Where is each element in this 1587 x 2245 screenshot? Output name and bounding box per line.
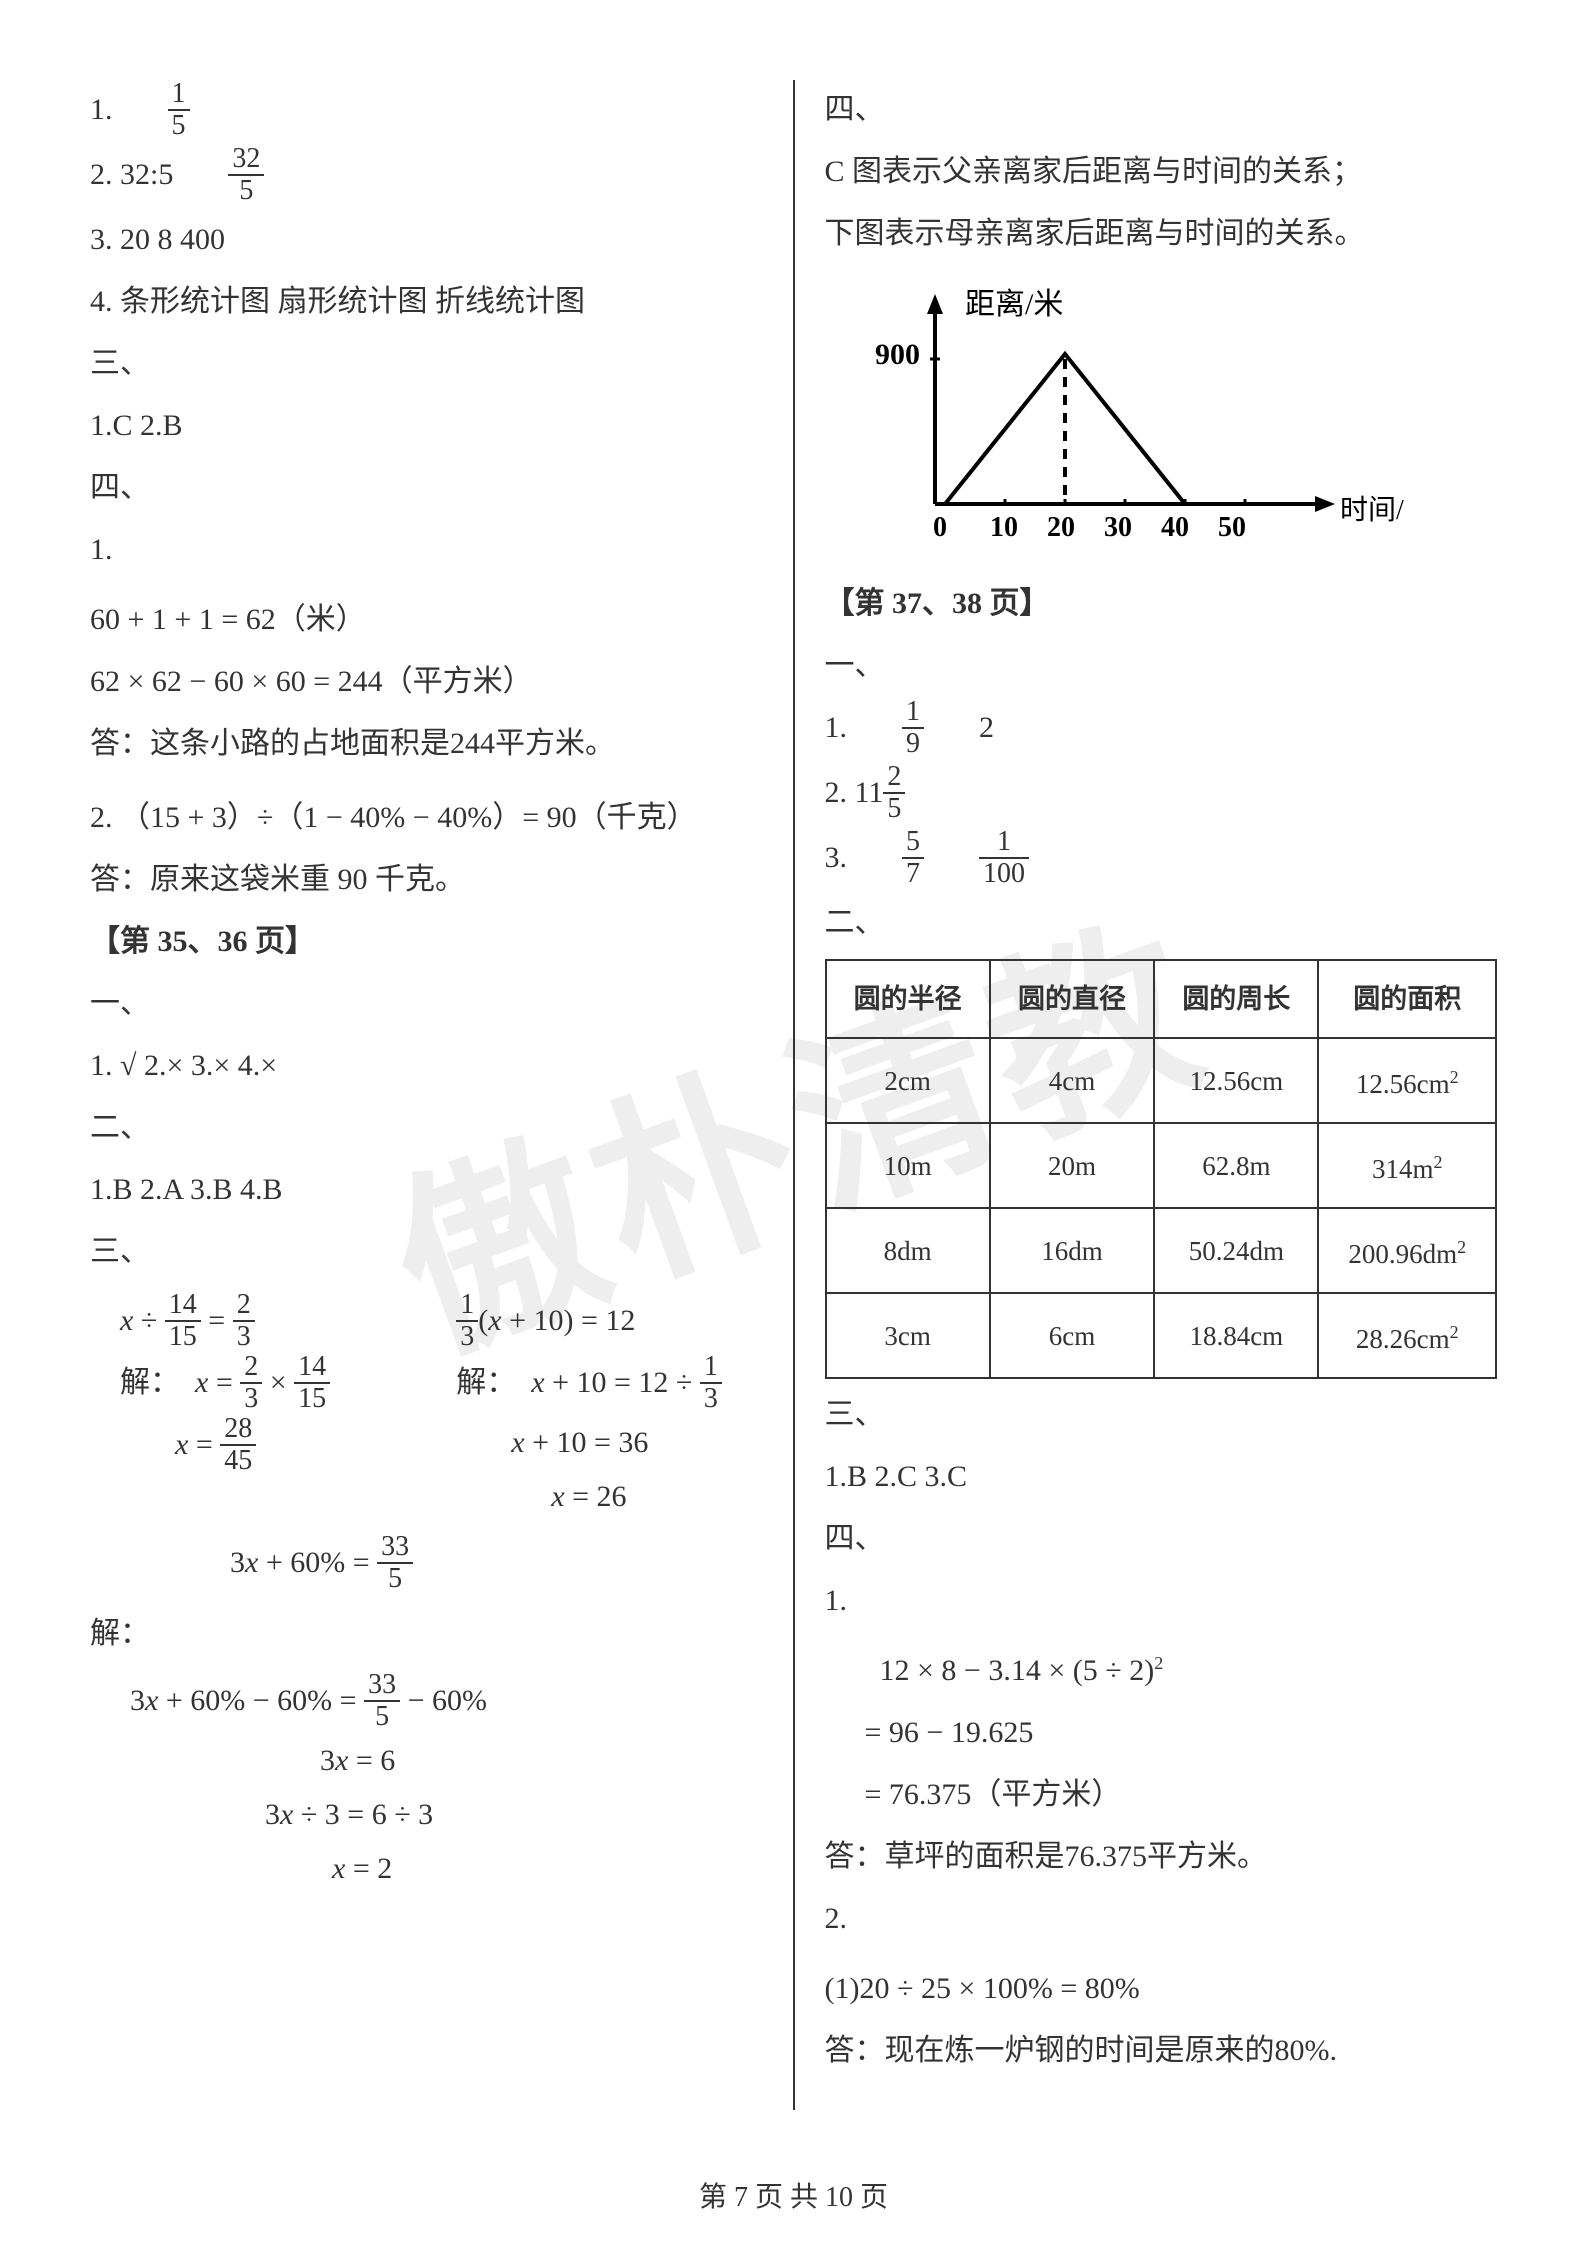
q2-answer: 答：原来这袋米重 90 千克。 bbox=[90, 850, 763, 910]
table-row: 3cm6cm18.84cm28.26cm2 bbox=[826, 1293, 1497, 1378]
p37-3-prefix: 3. bbox=[825, 841, 848, 874]
table-cell: 8dm bbox=[826, 1208, 990, 1293]
r-q1-answer: 答：草坪的面积是76.375平方米。 bbox=[825, 1827, 1498, 1887]
p35-section-2: 二、 bbox=[90, 1098, 763, 1158]
p37-2-text: 2. 11 bbox=[825, 776, 884, 809]
svg-text:距离/米: 距离/米 bbox=[965, 288, 1063, 321]
p35-section-3: 三、 bbox=[90, 1222, 763, 1282]
p37-s3-answers: 1.B 2.C 3.C bbox=[825, 1447, 1498, 1507]
item-2-text: 2. 32:5 bbox=[90, 158, 173, 191]
svg-text:30: 30 bbox=[1104, 512, 1132, 543]
q1-answer: 答：这条小路的占地面积是244平方米。 bbox=[90, 714, 763, 774]
table-cell: 2cm bbox=[826, 1038, 990, 1123]
r-q1-line1: 12 × 8 − 3.14 × (5 ÷ 2)2 bbox=[825, 1633, 1498, 1701]
section-3-answers: 1.C 2.B bbox=[90, 396, 763, 456]
r-q2-line1: (1)20 ÷ 25 × 100% = 80% bbox=[825, 1959, 1498, 2019]
c-graph-desc-1: C 图表示父亲离家后距离与时间的关系； bbox=[825, 142, 1498, 202]
r-q2-answer: 答：现在炼一炉钢的时间是原来的80%. bbox=[825, 2021, 1498, 2081]
p37-section-1: 一、 bbox=[825, 636, 1498, 696]
col-area: 圆的面积 bbox=[1318, 960, 1496, 1038]
item-1-prefix: 1. bbox=[90, 93, 113, 126]
fraction-2-5: 25 bbox=[883, 762, 905, 824]
page-35-36-header: 【第 35、36 页】 bbox=[90, 912, 763, 972]
fraction-5-7: 57 bbox=[902, 827, 924, 889]
distance-time-chart: 距离/米 时间/分 900 0 10 20 30 40 50 bbox=[845, 274, 1405, 554]
table-cell: 4cm bbox=[990, 1038, 1154, 1123]
item-4: 4. 条形统计图 扇形统计图 折线统计图 bbox=[90, 272, 763, 332]
svg-text:0: 0 bbox=[933, 512, 947, 543]
fraction-1-100: 1100 bbox=[979, 827, 1029, 889]
table-cell: 10m bbox=[826, 1123, 990, 1208]
r-q1-line3: = 76.375（平方米） bbox=[825, 1765, 1498, 1825]
svg-text:时间/分: 时间/分 bbox=[1340, 494, 1405, 526]
equation-left: x ÷ 1415 = 23 解： x = 23 × 1415 x = 2845 bbox=[90, 1292, 426, 1524]
table-row: 10m20m62.8m314m2 bbox=[826, 1123, 1497, 1208]
item-1: 1. 15 bbox=[90, 80, 763, 143]
q1-eq1: 60 + 1 + 1 = 62（米） bbox=[90, 590, 763, 650]
table-header-row: 圆的半径 圆的直径 圆的周长 圆的面积 bbox=[826, 960, 1497, 1038]
page-37-38-header: 【第 37、38 页】 bbox=[825, 574, 1498, 634]
equation-3-steps: 3x + 60% − 60% = 335 − 60% 3x = 6 3x ÷ 3… bbox=[130, 1672, 763, 1896]
left-column: 1. 15 2. 32:5 325 3. 20 8 400 4. 条形统计图 扇… bbox=[90, 80, 793, 2110]
table-cell: 62.8m bbox=[1154, 1123, 1318, 1208]
solution-label: 解： bbox=[90, 1604, 763, 1664]
section-3: 三、 bbox=[90, 334, 763, 394]
table-row: 8dm16dm50.24dm200.96dm2 bbox=[826, 1208, 1497, 1293]
r-section-4: 四、 bbox=[825, 80, 1498, 140]
p35-section-1: 一、 bbox=[90, 974, 763, 1034]
c-graph-desc-2: 下图表示母亲离家后距离与时间的关系。 bbox=[825, 204, 1498, 264]
svg-text:50: 50 bbox=[1218, 512, 1246, 543]
p37-item-2: 2. 1125 bbox=[825, 763, 1498, 826]
col-radius: 圆的半径 bbox=[826, 960, 990, 1038]
table-cell: 16dm bbox=[990, 1208, 1154, 1293]
fraction-1-9: 19 bbox=[902, 697, 924, 759]
table-cell: 12.56cm2 bbox=[1318, 1038, 1496, 1123]
p37-s4-q2: 2. bbox=[825, 1889, 1498, 1949]
svg-text:900: 900 bbox=[875, 338, 920, 371]
circle-table: 圆的半径 圆的直径 圆的周长 圆的面积 2cm4cm12.56cm12.56cm… bbox=[825, 959, 1498, 1379]
section-4: 四、 bbox=[90, 458, 763, 518]
p35-s1-answers: 1. √ 2.× 3.× 4.× bbox=[90, 1036, 763, 1096]
p37-s4-q1: 1. bbox=[825, 1571, 1498, 1631]
equation-right: 13(x + 10) = 12 解： x + 10 = 12 ÷ 13 x + … bbox=[426, 1292, 762, 1524]
svg-text:20: 20 bbox=[1047, 512, 1075, 543]
p37-section-2: 二、 bbox=[825, 893, 1498, 953]
right-column: 四、 C 图表示父亲离家后距离与时间的关系； 下图表示母亲离家后距离与时间的关系… bbox=[805, 80, 1498, 2110]
p37-1-prefix: 1. bbox=[825, 711, 848, 744]
equation-3: 3x + 60% = 335 bbox=[130, 1534, 763, 1596]
equation-pair-1: x ÷ 1415 = 23 解： x = 23 × 1415 x = 2845 … bbox=[90, 1292, 763, 1524]
p37-section-3: 三、 bbox=[825, 1385, 1498, 1445]
item-3: 3. 20 8 400 bbox=[90, 210, 763, 270]
table-row: 2cm4cm12.56cm12.56cm2 bbox=[826, 1038, 1497, 1123]
page-footer: 第 7 页 共 10 页 bbox=[0, 2175, 1587, 2215]
col-circumference: 圆的周长 bbox=[1154, 960, 1318, 1038]
table-cell: 3cm bbox=[826, 1293, 990, 1378]
p35-s2-answers: 1.B 2.A 3.B 4.B bbox=[90, 1160, 763, 1220]
table-cell: 6cm bbox=[990, 1293, 1154, 1378]
two-column-layout: 1. 15 2. 32:5 325 3. 20 8 400 4. 条形统计图 扇… bbox=[0, 0, 1587, 2150]
p37-item-1: 1. 19 2 bbox=[825, 698, 1498, 761]
p37-item-3: 3. 57 1100 bbox=[825, 828, 1498, 891]
section-4-q1: 1. bbox=[90, 520, 763, 580]
p37-section-4: 四、 bbox=[825, 1509, 1498, 1569]
table-cell: 20m bbox=[990, 1123, 1154, 1208]
svg-text:10: 10 bbox=[990, 512, 1018, 543]
p37-1-val2: 2 bbox=[979, 711, 994, 744]
table-cell: 314m2 bbox=[1318, 1123, 1496, 1208]
table-cell: 50.24dm bbox=[1154, 1208, 1318, 1293]
q2-eq: 2. （15 + 3）÷（1 − 40% − 40%）= 90（千克） bbox=[90, 788, 763, 848]
svg-text:40: 40 bbox=[1161, 512, 1189, 543]
table-cell: 18.84cm bbox=[1154, 1293, 1318, 1378]
table-cell: 28.26cm2 bbox=[1318, 1293, 1496, 1378]
table-cell: 200.96dm2 bbox=[1318, 1208, 1496, 1293]
col-diameter: 圆的直径 bbox=[990, 960, 1154, 1038]
r-q1-line2: = 96 − 19.625 bbox=[825, 1703, 1498, 1763]
q1-eq2: 62 × 62 − 60 × 60 = 244（平方米） bbox=[90, 652, 763, 712]
fraction-1-5: 15 bbox=[168, 79, 190, 141]
fraction-32-5: 325 bbox=[228, 144, 264, 206]
column-divider bbox=[793, 80, 795, 2110]
table-cell: 12.56cm bbox=[1154, 1038, 1318, 1123]
item-2: 2. 32:5 325 bbox=[90, 145, 763, 208]
